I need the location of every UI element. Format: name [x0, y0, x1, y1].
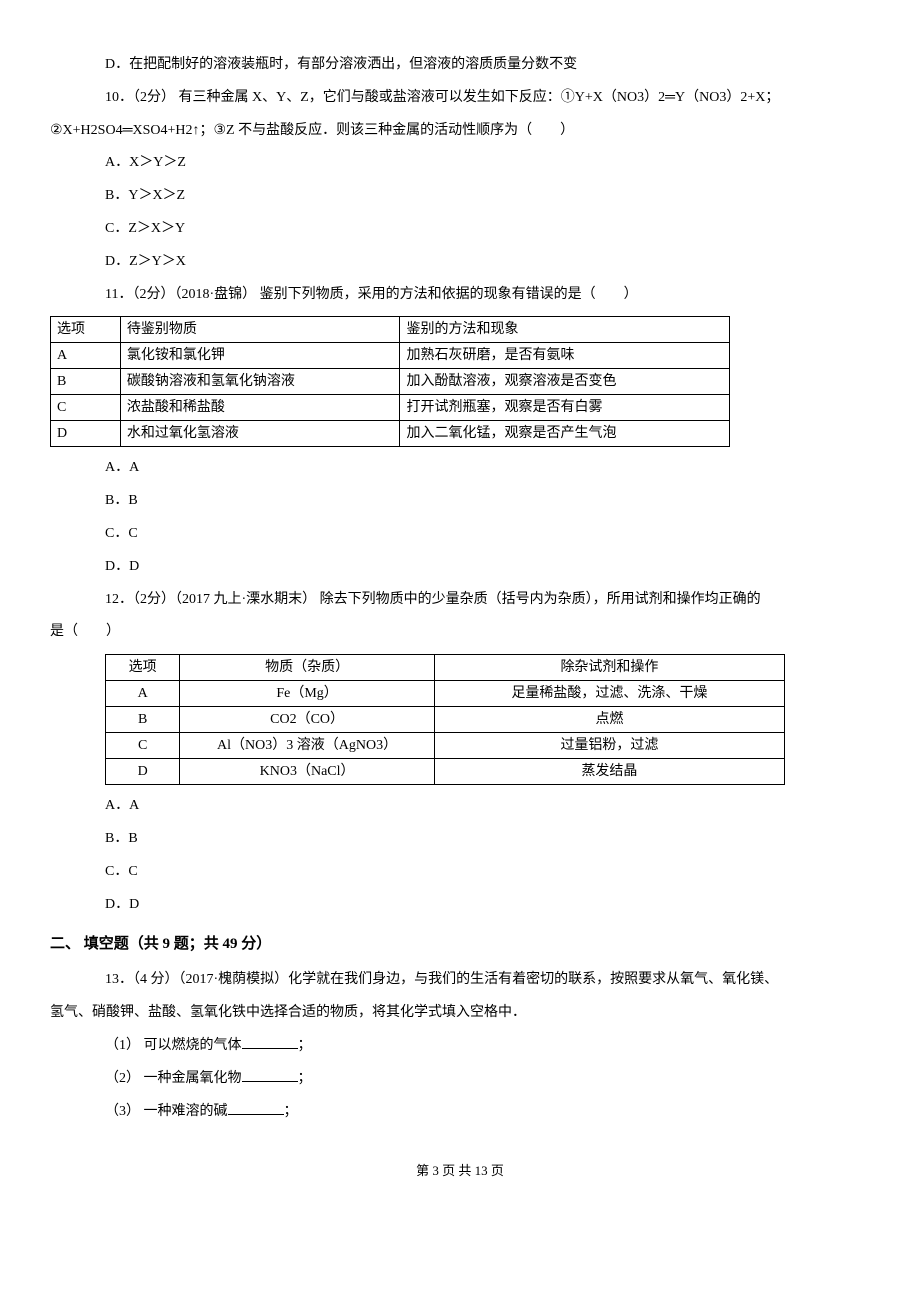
table-cell: 氯化铵和氯化钾: [120, 343, 400, 369]
q11-option-d: D．D: [50, 552, 870, 583]
table-cell: 水和过氧化氢溶液: [120, 421, 400, 447]
q9-option-d: D．在把配制好的溶液装瓶时，有部分溶液洒出，但溶液的溶质质量分数不变: [50, 50, 870, 81]
q11-stem: 11．（2分）（2018·盘锦） 鉴别下列物质，采用的方法和依据的现象有错误的是…: [50, 280, 870, 311]
q11-option-b: B．B: [50, 486, 870, 517]
table-cell: 鉴别的方法和现象: [400, 317, 730, 343]
table-row: C Al（NO3）3 溶液（AgNO3） 过量铝粉，过滤: [106, 733, 785, 759]
q12-stem-line2: 是（ ）: [50, 617, 870, 648]
q12-option-b: B．B: [50, 824, 870, 855]
q12-option-c: C．C: [50, 857, 870, 888]
table-cell: 点燃: [434, 707, 784, 733]
q12-option-a: A．A: [50, 791, 870, 822]
table-cell: A: [51, 343, 121, 369]
q10-option-c: C．Z＞X＞Y: [50, 214, 870, 245]
q13-sub3-prefix: （3） 一种难溶的碱: [105, 1104, 228, 1119]
q11-table: 选项 待鉴别物质 鉴别的方法和现象 A 氯化铵和氯化钾 加熟石灰研磨，是否有氨味…: [50, 316, 730, 447]
q10-option-d: D．Z＞Y＞X: [50, 247, 870, 278]
table-cell: 浓盐酸和稀盐酸: [120, 395, 400, 421]
table-cell: 加入二氧化锰，观察是否产生气泡: [400, 421, 730, 447]
q13-sub2-prefix: （2） 一种金属氧化物: [105, 1071, 242, 1086]
q13-stem-line1: 13．（4 分）（2017·槐荫模拟）化学就在我们身边，与我们的生活有着密切的联…: [50, 965, 870, 996]
table-cell: 足量稀盐酸，过滤、洗涤、干燥: [434, 681, 784, 707]
table-row: C 浓盐酸和稀盐酸 打开试剂瓶塞，观察是否有白雾: [51, 395, 730, 421]
table-cell: Al（NO3）3 溶液（AgNO3）: [180, 733, 435, 759]
table-cell: 物质（杂质）: [180, 655, 435, 681]
q13-sub1: （1） 可以燃烧的气体 ；: [50, 1031, 870, 1062]
q13-sub3-suffix: ；: [284, 1104, 298, 1119]
table-cell: Fe（Mg）: [180, 681, 435, 707]
table-row: B CO2（CO） 点燃: [106, 707, 785, 733]
table-row: 选项 待鉴别物质 鉴别的方法和现象: [51, 317, 730, 343]
fill-blank[interactable]: [228, 1101, 284, 1115]
table-cell: 加入酚酞溶液，观察溶液是否变色: [400, 369, 730, 395]
table-cell: 除杂试剂和操作: [434, 655, 784, 681]
q13-stem-line2: 氢气、硝酸钾、盐酸、氢氧化铁中选择合适的物质，将其化学式填入空格中．: [50, 998, 870, 1029]
q12-option-d: D．D: [50, 890, 870, 921]
table-cell: C: [51, 395, 121, 421]
table-cell: D: [106, 759, 180, 785]
q12-stem-line1: 12．（2分）（2017 九上·溧水期末） 除去下列物质中的少量杂质（括号内为杂…: [50, 585, 870, 616]
table-cell: 碳酸钠溶液和氢氧化钠溶液: [120, 369, 400, 395]
q11-option-c: C．C: [50, 519, 870, 550]
table-row: 选项 物质（杂质） 除杂试剂和操作: [106, 655, 785, 681]
q13-sub1-prefix: （1） 可以燃烧的气体: [105, 1038, 242, 1053]
table-cell: 蒸发结晶: [434, 759, 784, 785]
table-cell: 选项: [51, 317, 121, 343]
table-cell: B: [106, 707, 180, 733]
q10-stem-line2: ②X+H2SO4═XSO4+H2↑；③Z 不与盐酸反应．则该三种金属的活动性顺序…: [50, 116, 870, 147]
table-row: A 氯化铵和氯化钾 加熟石灰研磨，是否有氨味: [51, 343, 730, 369]
q12-table: 选项 物质（杂质） 除杂试剂和操作 A Fe（Mg） 足量稀盐酸，过滤、洗涤、干…: [105, 654, 785, 785]
q10-option-b: B．Y＞X＞Z: [50, 181, 870, 212]
q13-sub3: （3） 一种难溶的碱 ；: [50, 1097, 870, 1128]
q10-option-a: A．X＞Y＞Z: [50, 148, 870, 179]
table-cell: 选项: [106, 655, 180, 681]
table-row: A Fe（Mg） 足量稀盐酸，过滤、洗涤、干燥: [106, 681, 785, 707]
table-cell: C: [106, 733, 180, 759]
q13-sub1-suffix: ；: [298, 1038, 312, 1053]
fill-blank[interactable]: [242, 1035, 298, 1049]
table-cell: 过量铝粉，过滤: [434, 733, 784, 759]
table-cell: KNO3（NaCl）: [180, 759, 435, 785]
table-cell: 待鉴别物质: [120, 317, 400, 343]
table-cell: 打开试剂瓶塞，观察是否有白雾: [400, 395, 730, 421]
section-2-heading: 二、 填空题（共 9 题；共 49 分）: [50, 928, 870, 961]
fill-blank[interactable]: [242, 1068, 298, 1082]
table-row: D KNO3（NaCl） 蒸发结晶: [106, 759, 785, 785]
table-cell: B: [51, 369, 121, 395]
page-footer: 第 3 页 共 13 页: [50, 1157, 870, 1186]
q11-option-a: A．A: [50, 453, 870, 484]
table-cell: A: [106, 681, 180, 707]
q10-stem-line1: 10．（2分） 有三种金属 X、Y、Z，它们与酸或盐溶液可以发生如下反应：①Y+…: [50, 83, 870, 114]
table-row: B 碳酸钠溶液和氢氧化钠溶液 加入酚酞溶液，观察溶液是否变色: [51, 369, 730, 395]
q13-sub2: （2） 一种金属氧化物 ；: [50, 1064, 870, 1095]
table-cell: D: [51, 421, 121, 447]
table-cell: 加熟石灰研磨，是否有氨味: [400, 343, 730, 369]
table-row: D 水和过氧化氢溶液 加入二氧化锰，观察是否产生气泡: [51, 421, 730, 447]
q13-sub2-suffix: ；: [298, 1071, 312, 1086]
table-cell: CO2（CO）: [180, 707, 435, 733]
